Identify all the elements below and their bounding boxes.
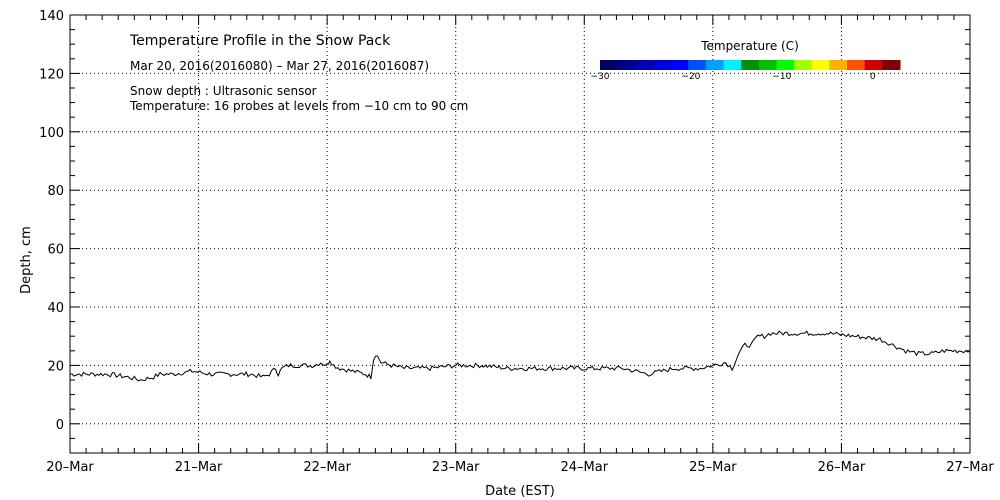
colorbar-tick-label: −10 [772, 72, 791, 82]
x-tick-label: 22–Mar [303, 460, 351, 475]
colorbar-swatches [600, 60, 901, 70]
note-snow-depth: Snow depth : Ultrasonic sensor [130, 84, 317, 98]
axis-ticks [69, 14, 971, 454]
colorbar-swatch [670, 60, 689, 70]
colorbar-swatch [741, 60, 760, 70]
colorbar-swatch [688, 60, 707, 70]
colorbar-swatch [882, 60, 901, 70]
note-temperature: Temperature: 16 probes at levels from −1… [129, 99, 468, 113]
x-tick-label: 25–Mar [689, 460, 737, 475]
x-tick-label: 27–Mar [946, 460, 994, 475]
y-tick-label: 0 [56, 418, 64, 433]
chart-subtitle: Mar 20, 2016(2016080) – Mar 27, 2016(201… [130, 59, 429, 73]
x-tick-label: 23–Mar [432, 460, 480, 475]
colorbar-swatch [617, 60, 636, 70]
colorbar-tick-label: −30 [591, 72, 610, 82]
colorbar-ticks: −30 −20 −10 0 [591, 72, 876, 82]
y-tick-label: 60 [47, 243, 64, 258]
y-tick-label: 120 [39, 67, 64, 82]
plot-area [69, 14, 971, 454]
colorbar-title: Temperature (C) [700, 39, 799, 53]
colorbar-swatch [600, 60, 619, 70]
snow-depth-line [69, 330, 971, 382]
colorbar-tick-label: 0 [870, 72, 876, 82]
y-tick-label: 40 [47, 301, 64, 316]
colorbar-swatch [847, 60, 866, 70]
y-tick-label: 80 [47, 184, 64, 199]
colorbar-swatch [635, 60, 654, 70]
x-tick-label: 24–Mar [560, 460, 608, 475]
grid-lines [70, 14, 970, 453]
colorbar-swatch [829, 60, 848, 70]
colorbar-swatch [758, 60, 777, 70]
colorbar-tick-label: −20 [681, 72, 700, 82]
colorbar-swatch [811, 60, 830, 70]
colorbar-swatch [705, 60, 725, 70]
colorbar-swatch [652, 60, 672, 70]
y-axis-label: Depth, cm [19, 226, 34, 294]
tick-labels: 0 20 40 60 80 100 120 140 20–Mar 21–Mar 22–Mar 23–M… [39, 9, 994, 475]
x-tick-label: 21–Mar [175, 460, 223, 475]
colorbar-swatch [864, 60, 883, 70]
colorbar-swatch [776, 60, 795, 70]
x-tick-label: 26–Mar [818, 460, 866, 475]
x-tick-label: 20–Mar [46, 460, 94, 475]
x-axis-label: Date (EST) [485, 484, 555, 499]
y-tick-label: 20 [47, 359, 64, 374]
chart-title: Temperature Profile in the Snow Pack [129, 33, 391, 49]
colorbar-swatch [794, 60, 813, 70]
colorbar-swatch [723, 60, 742, 70]
y-tick-label: 140 [39, 9, 64, 24]
temperature-colorbar: Temperature (C) −30 −20 −10 0 [591, 39, 901, 82]
y-tick-label: 100 [39, 126, 64, 141]
